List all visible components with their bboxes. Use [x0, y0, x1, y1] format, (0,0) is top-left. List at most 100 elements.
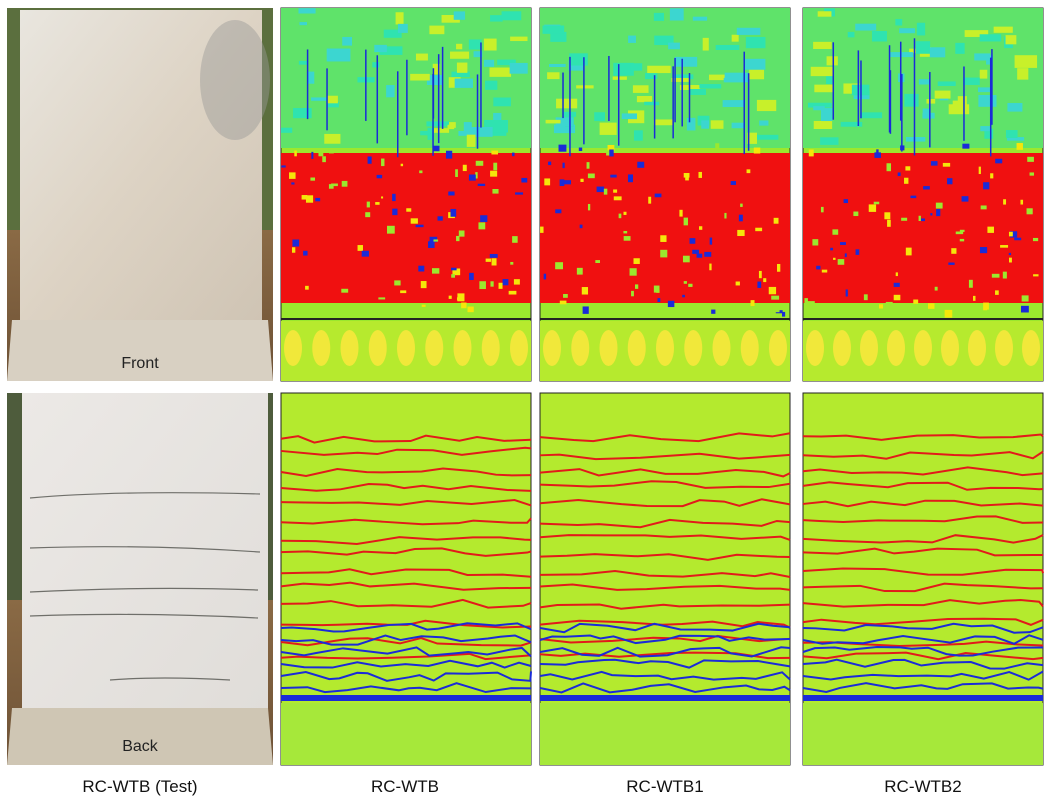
- patch: [456, 44, 462, 49]
- speckle: [995, 159, 1002, 164]
- speckle: [305, 286, 309, 290]
- speckle: [731, 181, 736, 185]
- speckle: [322, 156, 326, 162]
- speckle: [894, 295, 901, 300]
- speckle: [736, 281, 740, 285]
- speckle: [874, 152, 881, 158]
- speckle: [624, 236, 631, 241]
- speckle: [962, 144, 969, 149]
- column-caption: RC-WTB: [371, 777, 439, 796]
- speckle: [451, 274, 455, 278]
- patch: [899, 28, 915, 33]
- speckle: [428, 241, 435, 248]
- speckle: [901, 218, 907, 221]
- speckle: [597, 187, 605, 193]
- patch: [510, 37, 527, 41]
- photo-label: Back: [122, 738, 159, 755]
- speckle: [555, 209, 561, 213]
- speckle: [582, 287, 588, 294]
- speckle: [936, 203, 943, 209]
- bump: [369, 330, 387, 366]
- speckle: [563, 180, 571, 184]
- speckle: [960, 230, 965, 232]
- speckle: [948, 263, 954, 265]
- speckle: [981, 205, 987, 209]
- bump: [341, 330, 359, 366]
- speckle: [509, 291, 517, 295]
- base-crack: [540, 695, 790, 701]
- speckle: [342, 181, 348, 187]
- speckle: [358, 245, 363, 251]
- speckle: [658, 298, 661, 302]
- speckle: [289, 172, 296, 179]
- speckle: [630, 268, 637, 275]
- speckle: [378, 297, 385, 299]
- speckle: [869, 204, 876, 212]
- patch: [647, 66, 670, 73]
- patch: [490, 15, 503, 21]
- patch: [689, 89, 706, 95]
- speckle: [724, 213, 726, 219]
- speckle: [697, 254, 703, 258]
- speckle: [394, 280, 400, 285]
- bump: [543, 330, 561, 366]
- speckle: [660, 250, 667, 258]
- speckle: [1003, 272, 1007, 279]
- speckle: [935, 287, 938, 291]
- speckle: [303, 251, 307, 256]
- speckle: [588, 204, 590, 210]
- speckle: [983, 182, 989, 189]
- speckle: [754, 148, 760, 154]
- speckle: [563, 294, 568, 298]
- speckle: [846, 289, 848, 296]
- bump: [1022, 330, 1040, 366]
- speckle: [830, 248, 833, 251]
- bump: [941, 330, 959, 366]
- base-crack: [281, 695, 531, 701]
- stain: [200, 20, 270, 140]
- patch: [454, 11, 465, 19]
- speckle: [367, 202, 370, 208]
- speckle: [459, 230, 465, 236]
- patch: [467, 135, 476, 147]
- speckle: [499, 283, 503, 289]
- speckle: [840, 242, 846, 245]
- speckle: [329, 184, 334, 189]
- patch: [904, 94, 918, 107]
- speckle: [492, 189, 498, 194]
- back-damage-map: [803, 393, 1043, 765]
- speckle: [387, 226, 395, 234]
- patch: [510, 63, 528, 74]
- speckle: [812, 239, 818, 245]
- speckle: [821, 207, 824, 212]
- speckle: [577, 268, 583, 275]
- speckle: [945, 310, 953, 318]
- speckle: [992, 274, 1000, 278]
- patch: [631, 63, 642, 70]
- speckle: [930, 213, 932, 215]
- speckle: [960, 239, 964, 241]
- speckle: [777, 264, 780, 272]
- speckle: [898, 172, 901, 176]
- patch: [813, 42, 832, 49]
- figure: Front Back RC-WTB (Test) RC-WTB RC-WTB1 …: [0, 0, 1046, 803]
- speckle: [623, 212, 626, 215]
- speckle: [432, 268, 439, 273]
- speckle: [816, 266, 820, 270]
- bump: [860, 330, 878, 366]
- patch: [1006, 35, 1017, 44]
- speckle: [947, 178, 952, 184]
- speckle: [291, 182, 294, 184]
- speckle: [908, 308, 912, 310]
- patch: [594, 112, 605, 121]
- speckle: [648, 197, 651, 204]
- speckle: [637, 162, 644, 168]
- speckle: [416, 225, 424, 227]
- speckle: [740, 204, 743, 207]
- speckle: [822, 270, 827, 273]
- speckle: [660, 235, 666, 242]
- speckle: [401, 164, 403, 166]
- patch: [701, 120, 709, 128]
- speckle: [1030, 172, 1034, 175]
- patch: [827, 56, 838, 65]
